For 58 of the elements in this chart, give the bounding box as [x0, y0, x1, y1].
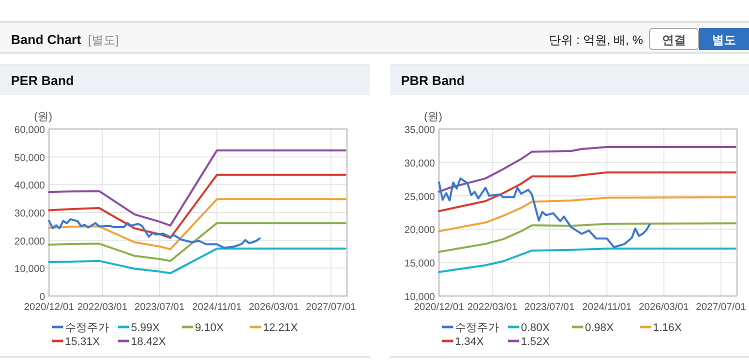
line-series: [48, 149, 346, 227]
y-axis-title: (원): [424, 111, 442, 123]
y-tick-label: 30,000: [14, 208, 46, 220]
y-tick-label: 20,000: [14, 236, 46, 248]
line-series: [48, 248, 346, 274]
x-tick-label: 2023/07/01: [134, 302, 185, 313]
line-series: [438, 222, 736, 253]
x-tick-label: 2020/12/01: [24, 302, 74, 313]
y-tick-label: 25,000: [404, 192, 436, 203]
line-series: [438, 177, 651, 248]
x-tick-label: 2027/07/01: [696, 302, 746, 313]
x-tick-label: 2027/07/01: [306, 302, 356, 313]
y-tick-label: 20,000: [404, 225, 436, 236]
x-tick-label: 2020/12/01: [414, 302, 464, 313]
legend-label: 0.98X: [585, 322, 614, 334]
y-tick-label: 15,000: [404, 258, 436, 270]
line-series: [48, 222, 346, 262]
text: 연결: [662, 33, 686, 47]
y-tick-label: 35,000: [404, 125, 436, 136]
text: 별도: [712, 33, 736, 47]
legend-label: 수정주가: [455, 322, 499, 334]
y-tick-label: 10,000: [14, 264, 46, 276]
x-tick-label: 2023/07/01: [524, 302, 575, 313]
legend-label: 1.52X: [521, 336, 550, 348]
legend-label: 15.31X: [65, 336, 101, 348]
x-tick-label: 2022/03/01: [77, 302, 128, 313]
legend-label: 12.21X: [263, 322, 299, 334]
line-series: [438, 196, 736, 232]
y-axis-title: (원): [34, 111, 52, 123]
legend-label: 수정주가: [65, 322, 109, 334]
legend-label: 0.80X: [521, 322, 550, 334]
x-tick-label: 2024/11/01: [582, 302, 632, 313]
x-tick-label: 2026/03/01: [638, 302, 690, 313]
x-tick-label: 2024/11/01: [192, 302, 242, 313]
text: [별도]: [88, 33, 119, 47]
chart-title: PBR Band: [401, 73, 465, 88]
text: Band Chart: [11, 32, 82, 47]
y-tick-label: 50,000: [14, 152, 46, 164]
legend-label: 9.10X: [195, 322, 224, 334]
line-series: [438, 248, 736, 273]
line-series: [48, 218, 261, 249]
y-tick-label: 60,000: [14, 125, 46, 136]
text: 단위 : 억원, 배, %: [548, 33, 644, 47]
line-series: [438, 146, 736, 193]
y-tick-label: 40,000: [14, 180, 46, 192]
legend-label: 1.16X: [653, 322, 682, 334]
y-tick-label: 0: [39, 292, 46, 303]
legend-label: 18.42X: [131, 336, 167, 348]
line-series: [438, 171, 736, 212]
x-tick-label: 2026/03/01: [248, 302, 300, 313]
y-tick-label: 10,000: [404, 292, 436, 303]
y-tick-label: 30,000: [404, 158, 436, 170]
x-tick-label: 2022/03/01: [467, 302, 518, 313]
line-series: [48, 198, 346, 250]
legend-label: 5.99X: [131, 322, 160, 334]
legend-label: 1.34X: [455, 336, 484, 348]
chart-title: PER Band: [11, 73, 74, 88]
line-series: [48, 174, 346, 239]
